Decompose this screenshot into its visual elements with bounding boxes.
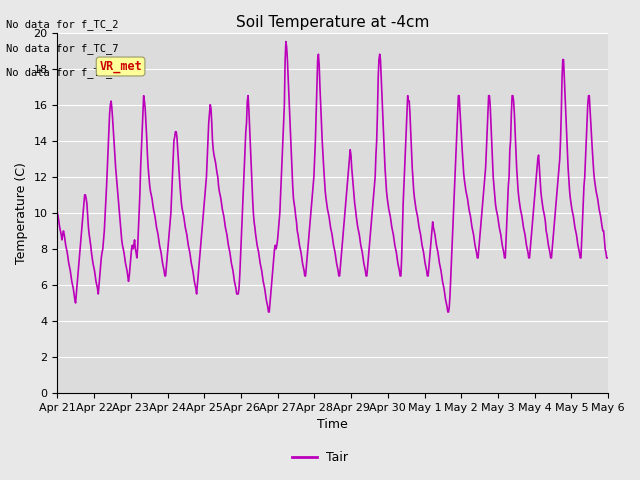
Y-axis label: Temperature (C): Temperature (C)	[15, 162, 28, 264]
Text: VR_met: VR_met	[99, 60, 142, 73]
Text: No data for f_TC_7: No data for f_TC_7	[6, 43, 119, 54]
Text: No data for f_TC_12: No data for f_TC_12	[6, 67, 125, 78]
X-axis label: Time: Time	[317, 419, 348, 432]
Text: No data for f_TC_2: No data for f_TC_2	[6, 19, 119, 30]
Legend: Tair: Tair	[287, 446, 353, 469]
Title: Soil Temperature at -4cm: Soil Temperature at -4cm	[236, 15, 429, 30]
